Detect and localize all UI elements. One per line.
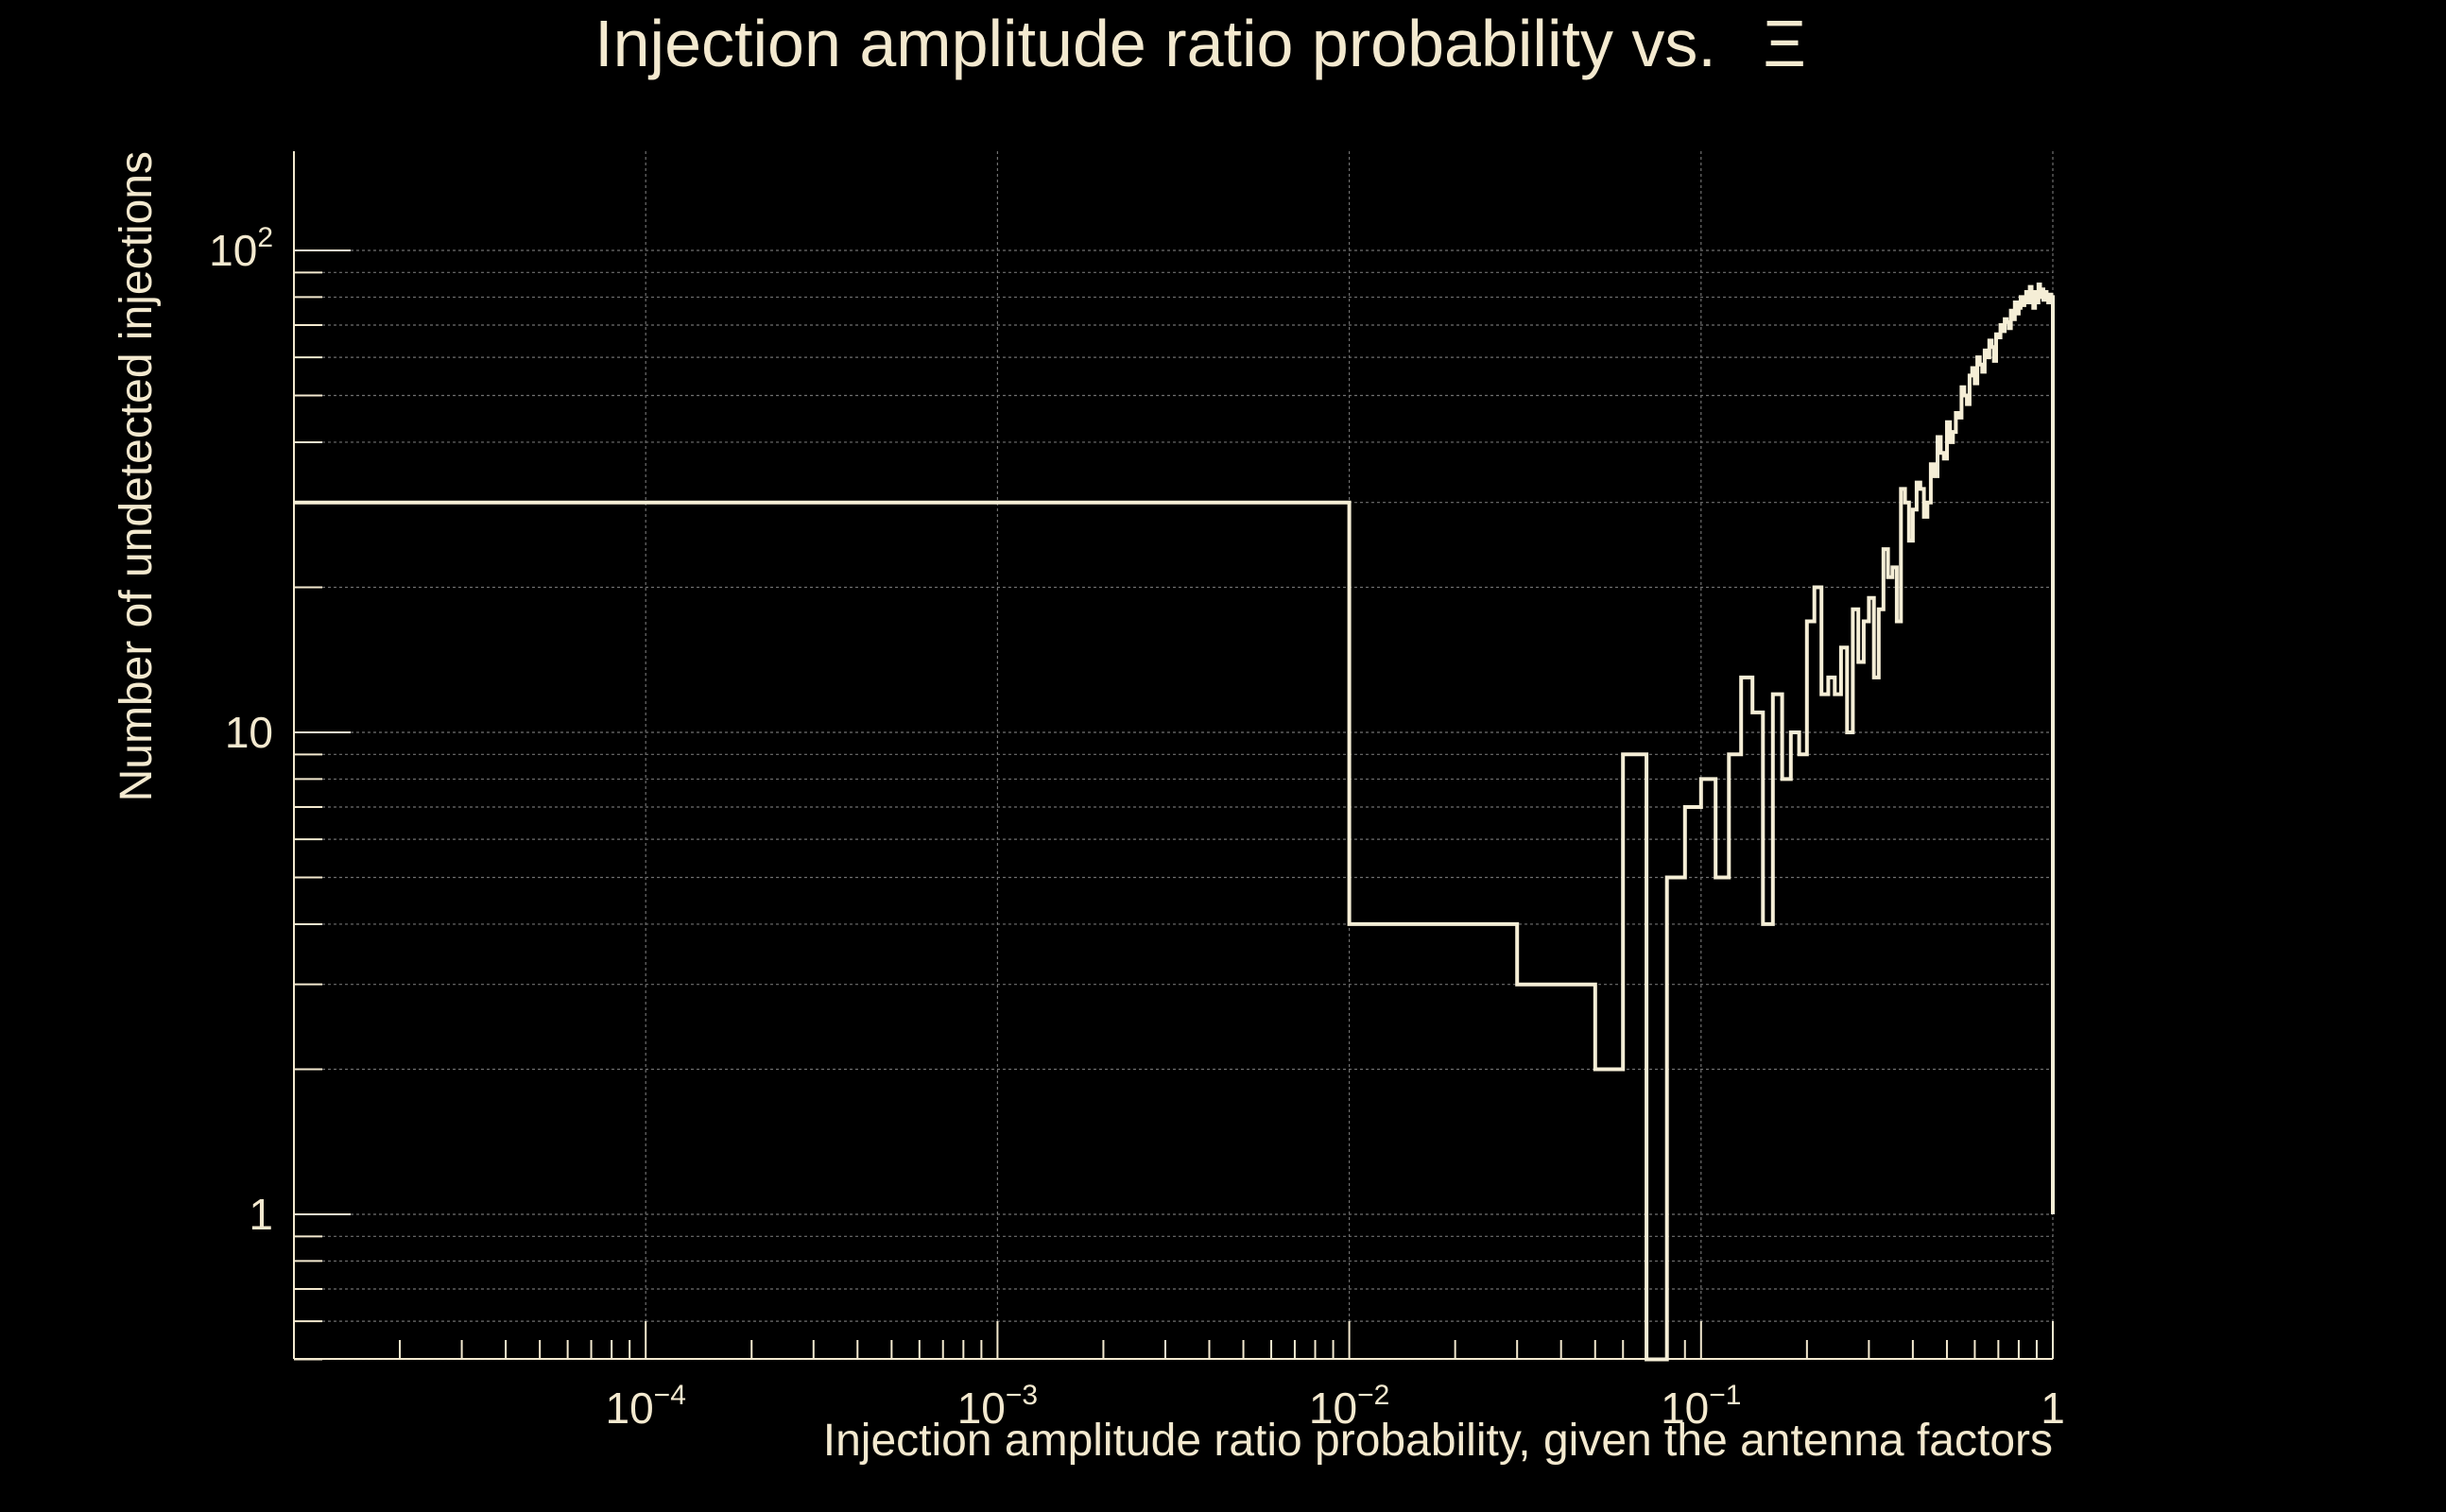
x-tick-label-base: 10: [1309, 1383, 1357, 1433]
x-tick-label-base: 10: [957, 1383, 1006, 1433]
x-tick-label: 10−4: [606, 1380, 686, 1433]
y-tick-label: 1: [249, 1190, 273, 1239]
x-tick-label-exponent: −3: [1006, 1380, 1038, 1411]
x-tick-label: 10−3: [957, 1380, 1038, 1433]
x-tick-label: 10−1: [1661, 1380, 1741, 1433]
x-tick-label-exponent: −2: [1357, 1380, 1389, 1411]
axis-layer: [293, 151, 2054, 1361]
y-tick-label-exponent: 2: [257, 222, 273, 253]
y-tick-label: 102: [209, 222, 273, 275]
label-layer: Injection amplitude ratio probability vs…: [112, 7, 2065, 1466]
y-tick-label: 10: [225, 708, 273, 757]
chart-title-text: Injection amplitude ratio probability vs…: [594, 7, 1716, 80]
x-tick-label: 10−2: [1309, 1380, 1389, 1433]
histogram-series-line: [294, 283, 2055, 1362]
y-tick-label-base: 10: [209, 226, 257, 275]
x-tick-label-exponent: −1: [1709, 1380, 1741, 1411]
x-tick-label-base: 10: [606, 1383, 654, 1433]
x-tick-label: 1: [2041, 1383, 2065, 1433]
x-tick-label-base: 10: [1661, 1383, 1709, 1433]
series-layer: [294, 283, 2055, 1362]
chart-title: Injection amplitude ratio probability vs…: [594, 7, 1806, 80]
x-tick-label-base: 1: [2041, 1383, 2065, 1433]
grid-layer: [294, 151, 2054, 1361]
x-tick-label-exponent: −4: [654, 1380, 686, 1411]
y-axis-label: Number of undetected injections: [112, 151, 162, 801]
x-axis-label: Injection amplitude ratio probability, g…: [823, 1416, 2053, 1466]
chart-title-symbol: Ξ: [1763, 7, 1806, 80]
